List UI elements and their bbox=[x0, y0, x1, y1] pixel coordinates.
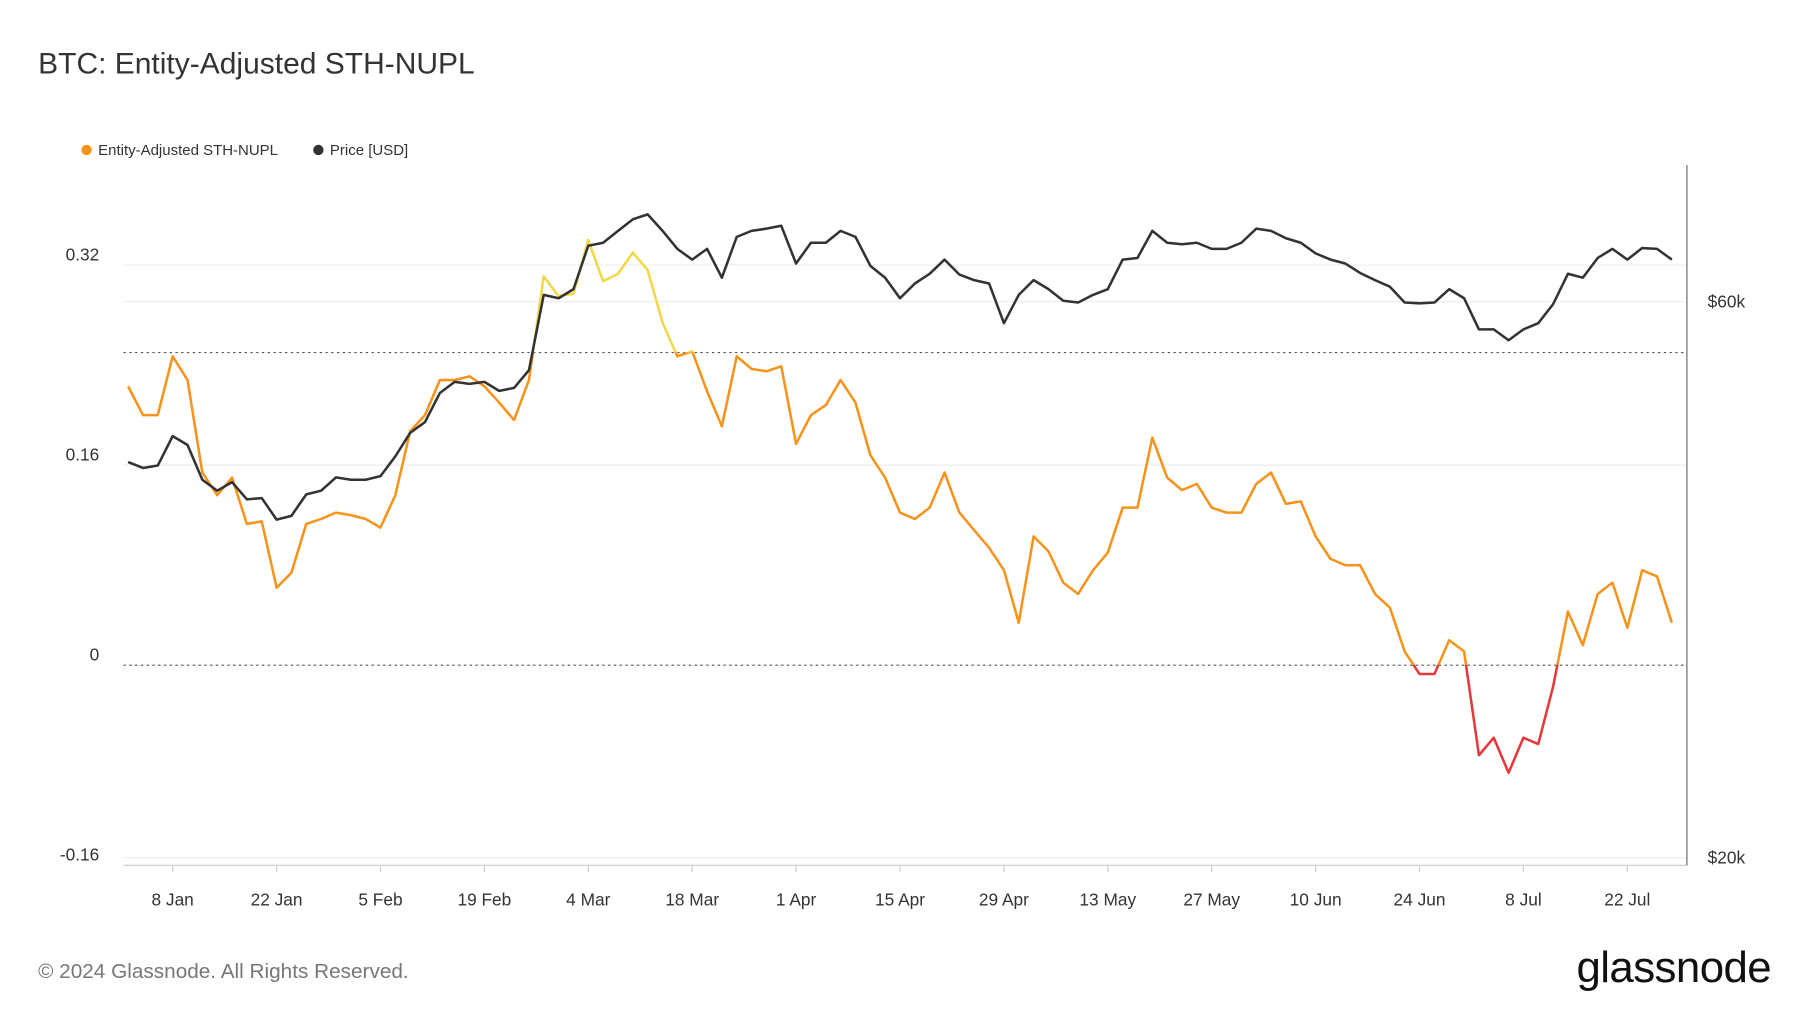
x-tick-label: 8 Jan bbox=[152, 890, 194, 910]
y2-tick-label: $60k bbox=[1708, 291, 1746, 311]
y-tick-label: 0.32 bbox=[66, 244, 100, 264]
x-tick-label: 15 Apr bbox=[875, 890, 925, 910]
x-tick-label: 4 Mar bbox=[566, 890, 610, 910]
x-tick-label: 13 May bbox=[1079, 890, 1136, 910]
x-tick-label: 27 May bbox=[1183, 890, 1240, 910]
chart-title: BTC: Entity-Adjusted STH-NUPL bbox=[38, 48, 475, 81]
x-tick-label: 22 Jul bbox=[1604, 890, 1650, 910]
x-tick-label: 10 Jun bbox=[1290, 890, 1342, 910]
legend-marker bbox=[313, 144, 324, 156]
y-tick-label: 0.16 bbox=[66, 444, 100, 464]
footer: © 2024 Glassnode. All Rights Reserved. bbox=[38, 960, 409, 983]
y2-tick-label: $20k bbox=[1708, 847, 1746, 867]
legend-label: Entity-Adjusted STH-NUPL bbox=[98, 142, 278, 159]
x-tick-label: 19 Feb bbox=[457, 890, 511, 910]
y-tick-label: 0 bbox=[90, 645, 100, 665]
x-tick-label: 5 Feb bbox=[358, 890, 402, 910]
x-tick-label: 22 Jan bbox=[251, 890, 303, 910]
series-line bbox=[127, 238, 1674, 775]
legend-marker bbox=[81, 144, 92, 156]
brand-logo: glassnode bbox=[1576, 943, 1771, 992]
series-line bbox=[127, 213, 1673, 521]
x-tick-label: 1 Apr bbox=[776, 890, 817, 910]
x-tick-label: 8 Jul bbox=[1505, 890, 1542, 910]
x-tick-label: 24 Jun bbox=[1394, 890, 1446, 910]
x-tick-label: 18 Mar bbox=[665, 890, 719, 910]
y-tick-label: -0.16 bbox=[60, 845, 99, 865]
x-tick-label: 29 Apr bbox=[979, 890, 1029, 910]
legend-label: Price [USD] bbox=[330, 142, 408, 159]
